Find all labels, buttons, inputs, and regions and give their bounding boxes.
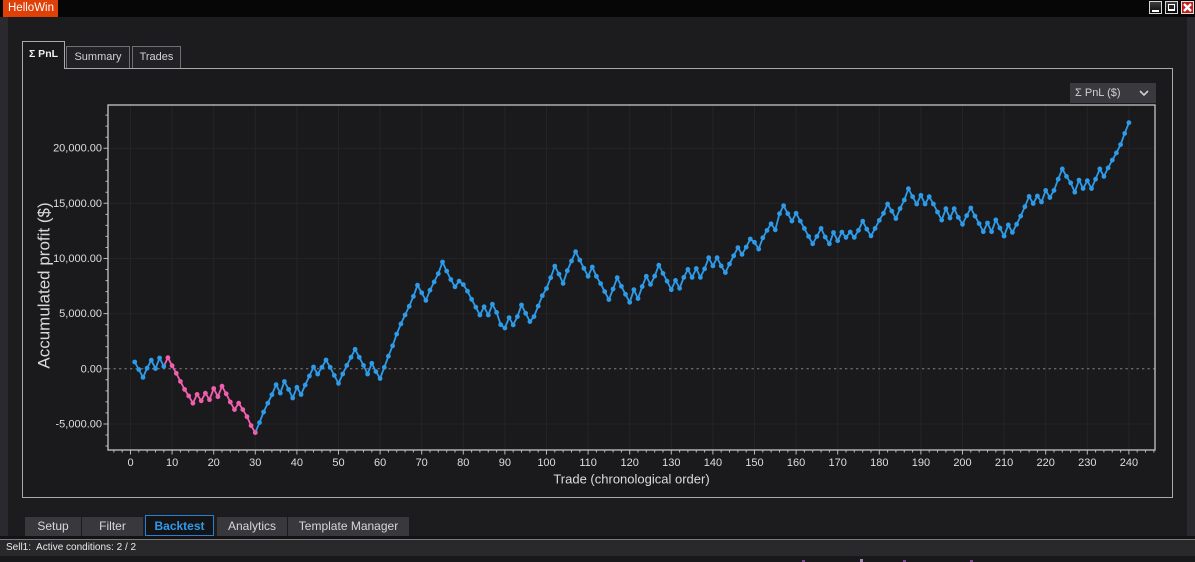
svg-text:180: 180 xyxy=(870,457,888,469)
svg-text:140: 140 xyxy=(704,457,722,469)
svg-text:100: 100 xyxy=(537,457,555,469)
svg-text:80: 80 xyxy=(457,457,469,469)
svg-text:220: 220 xyxy=(1037,457,1055,469)
svg-text:230: 230 xyxy=(1078,457,1096,469)
svg-text:5,000.00: 5,000.00 xyxy=(59,308,102,320)
svg-text:40: 40 xyxy=(291,457,303,469)
svg-text:170: 170 xyxy=(829,457,847,469)
svg-text:200: 200 xyxy=(953,457,971,469)
svg-text:15,000.00: 15,000.00 xyxy=(53,198,102,210)
svg-text:20,000.00: 20,000.00 xyxy=(53,143,102,155)
svg-text:60: 60 xyxy=(374,457,386,469)
svg-text:10,000.00: 10,000.00 xyxy=(53,253,102,265)
svg-text:160: 160 xyxy=(787,457,805,469)
svg-text:70: 70 xyxy=(416,457,428,469)
svg-text:110: 110 xyxy=(579,457,597,469)
svg-text:20: 20 xyxy=(208,457,220,469)
svg-text:190: 190 xyxy=(912,457,930,469)
svg-text:0: 0 xyxy=(127,457,133,469)
svg-text:10: 10 xyxy=(166,457,178,469)
svg-text:Trade (chronological order): Trade (chronological order) xyxy=(553,472,709,487)
svg-text:30: 30 xyxy=(249,457,261,469)
svg-text:0.00: 0.00 xyxy=(81,363,102,375)
svg-text:240: 240 xyxy=(1120,457,1138,469)
svg-text:130: 130 xyxy=(662,457,680,469)
svg-text:150: 150 xyxy=(745,457,763,469)
svg-text:50: 50 xyxy=(332,457,344,469)
svg-text:120: 120 xyxy=(621,457,639,469)
svg-text:210: 210 xyxy=(995,457,1013,469)
svg-text:-5,000.00: -5,000.00 xyxy=(56,419,102,431)
svg-text:90: 90 xyxy=(499,457,511,469)
svg-text:Accumulated profit ($): Accumulated profit ($) xyxy=(35,202,54,368)
